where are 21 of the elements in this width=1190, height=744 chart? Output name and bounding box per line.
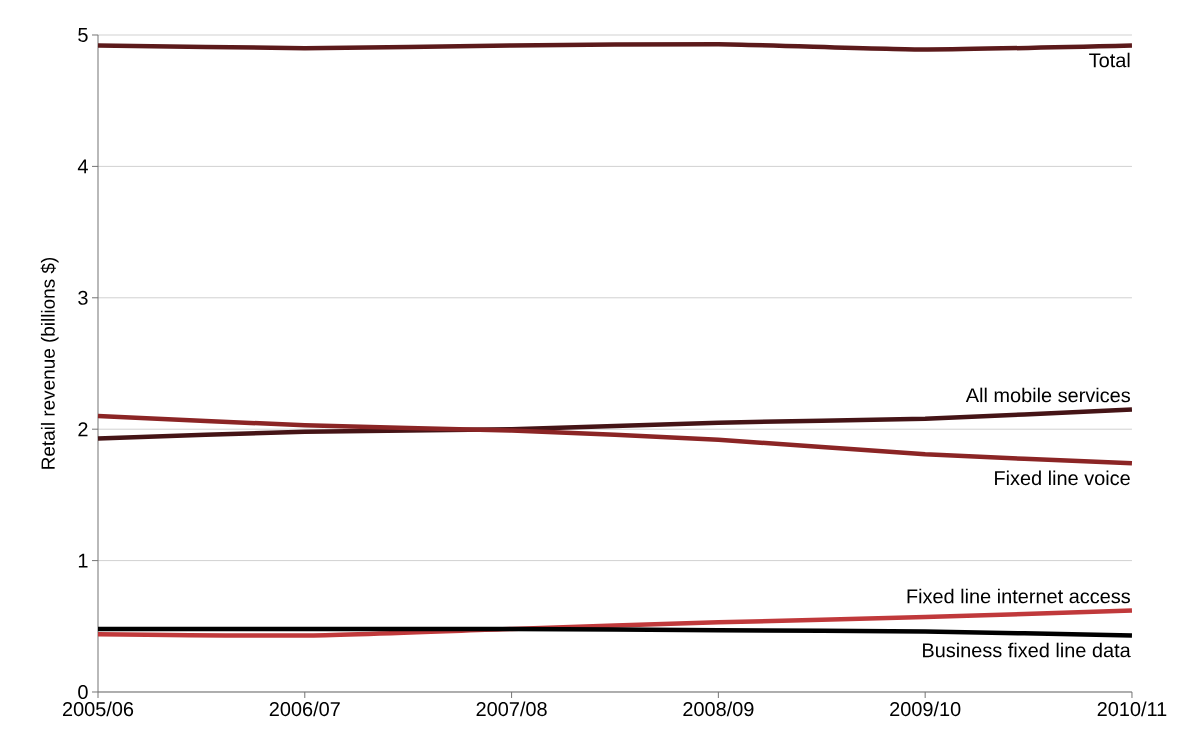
series-label: Fixed line voice [995,470,1130,486]
series-label: All mobile services [965,387,1130,403]
y-tick-label: 4 [77,159,88,174]
y-tick-label: 0 [78,684,88,700]
x-tick-label: 2009/10 [890,701,961,717]
line-series [95,413,1135,466]
series-label: Fixed line internet access [907,588,1130,604]
series-label: Total [1089,52,1130,68]
y-tick-label: 3 [78,290,88,305]
y-axis-title: Retail revenue (billions $) [40,257,59,469]
x-tick-label: 2010/11 [1097,701,1167,717]
line-series [95,626,1135,638]
x-tick-label: 2006/07 [269,701,340,717]
series-label: Business fixed line data [923,642,1131,658]
y-tick-label: 1 [78,553,88,568]
x-tick-label: 2007/08 [476,701,547,717]
y-tick-label: 5 [78,28,88,42]
x-tick-label: 2005/06 [62,701,134,717]
y-tick-label: 2 [78,422,88,437]
line-series [95,407,1135,441]
x-tick-label: 2008/09 [683,701,754,717]
